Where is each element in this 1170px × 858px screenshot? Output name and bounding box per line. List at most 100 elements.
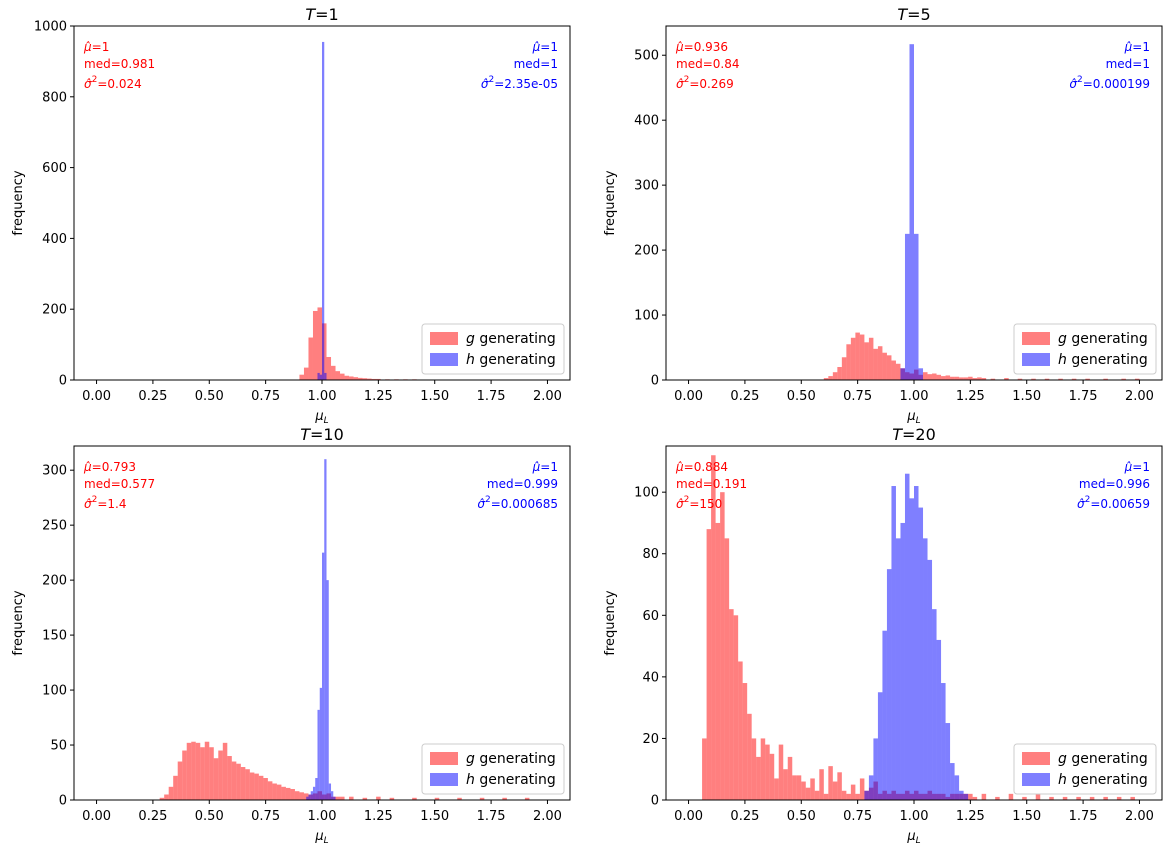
g-bar — [213, 758, 219, 800]
x-tick-label: 0.00 — [82, 809, 111, 824]
h-stats: μ̂=1 med=1 σ̂2=2.35e-05 — [481, 40, 558, 91]
h-stat-variance: σ̂2=0.000685 — [477, 495, 558, 511]
g-bar — [1103, 796, 1108, 800]
g-bar — [290, 789, 295, 800]
legend-label-h: h generating — [1058, 352, 1148, 368]
g-bar — [882, 352, 887, 380]
legend-label-h: h generating — [1058, 772, 1148, 788]
x-tick-label: 2.00 — [1125, 809, 1154, 824]
h-bar — [319, 374, 322, 380]
x-tick-label: 1.00 — [900, 809, 929, 824]
g-bar — [832, 781, 838, 800]
h-bar — [324, 372, 327, 380]
h-bar — [918, 368, 924, 380]
g-bar — [204, 741, 210, 800]
h-stats: μ̂=1 med=0.999 σ̂2=0.000685 — [477, 460, 558, 511]
h-bar — [918, 507, 924, 800]
g-bar — [331, 365, 336, 380]
g-bar — [702, 738, 707, 800]
y-tick-label: 20 — [642, 732, 659, 747]
g-bar — [281, 786, 286, 800]
h-stat-mean: μ̂=1 — [1124, 460, 1150, 474]
g-bar — [376, 378, 381, 380]
g-bar — [367, 378, 372, 380]
g-bar — [340, 373, 345, 380]
h-bar — [317, 372, 320, 380]
x-tick-label: 0.25 — [138, 809, 167, 824]
y-tick-label: 0 — [59, 374, 67, 389]
g-bar — [335, 796, 341, 800]
g-bar — [823, 793, 829, 800]
h-bar — [895, 538, 901, 800]
x-tick-label: 1.00 — [308, 389, 337, 404]
g-stat-variance: σ̂2=1.4 — [84, 495, 126, 511]
g-stat-median: med=0.981 — [84, 57, 155, 71]
g-bar — [299, 374, 304, 380]
g-bar — [801, 781, 806, 800]
panel-title: T=10 — [300, 425, 344, 444]
g-bar — [308, 337, 313, 380]
y-tick-label: 400 — [42, 232, 67, 247]
g-bar — [756, 756, 761, 800]
g-bar — [832, 372, 838, 380]
g-bar — [389, 797, 395, 800]
g-bar — [376, 796, 381, 800]
g-bar — [855, 332, 860, 380]
g-bar — [972, 378, 978, 380]
x-tick-label: 1.75 — [477, 389, 506, 404]
g-bar — [502, 797, 507, 800]
g-bar — [249, 772, 255, 800]
g-bar — [783, 769, 788, 800]
g-bar — [222, 742, 228, 800]
g-stat-variance: σ̂2=0.024 — [84, 75, 142, 91]
h-bar — [923, 538, 928, 800]
g-bar — [868, 337, 874, 380]
y-tick-label: 40 — [642, 670, 659, 685]
h-bar — [877, 692, 883, 800]
g-bar — [326, 356, 332, 380]
g-bar — [981, 793, 987, 800]
x-tick-label: 0.50 — [195, 809, 224, 824]
h-bar — [936, 639, 942, 800]
g-stat-mean: μ̂=0.936 — [675, 40, 728, 54]
h-bar — [317, 709, 320, 800]
h-bar — [882, 630, 887, 800]
h-bar — [909, 498, 914, 800]
g-bar — [787, 756, 793, 800]
g-bar — [850, 337, 856, 380]
bars-group — [299, 41, 417, 380]
g-bar — [774, 778, 779, 800]
x-tick-label: 2.00 — [533, 389, 562, 404]
x-tick-label: 0.75 — [843, 389, 872, 404]
y-axis-label: frequency — [11, 590, 26, 656]
g-stats: μ̂=1 med=0.981 σ̂2=0.024 — [83, 40, 155, 91]
g-bar — [968, 376, 973, 380]
h-bar — [941, 683, 946, 800]
g-bar — [358, 377, 363, 380]
h-stat-mean: μ̂=1 — [532, 460, 558, 474]
g-bar — [778, 744, 784, 800]
h-bar — [959, 790, 964, 800]
legend-swatch-h — [1022, 773, 1050, 786]
x-axis-label: μL — [906, 409, 920, 426]
legend-swatch-h — [430, 773, 458, 786]
h-stat-median: med=0.999 — [487, 477, 558, 491]
legend-swatch-g — [430, 752, 458, 765]
y-axis-label: frequency — [603, 590, 618, 656]
g-stat-mean: μ̂=1 — [83, 40, 109, 54]
g-bar — [720, 492, 725, 800]
g-bar — [182, 750, 187, 800]
legend-swatch-g — [1022, 332, 1050, 345]
g-bar — [936, 374, 942, 380]
g-bar — [733, 615, 739, 800]
y-tick-label: 400 — [634, 114, 659, 129]
chart-panel-2: 0.00 0.25 0.50 0.75 1.00 1.25 1.50 1.75 2.00 0 100… — [603, 5, 1163, 426]
h-bar — [315, 778, 318, 800]
g-bar — [200, 747, 205, 800]
y-tick-label: 150 — [42, 629, 67, 644]
y-tick-label: 80 — [642, 547, 659, 562]
h-bar — [319, 687, 322, 800]
g-bar — [1134, 378, 1140, 380]
g-bar — [977, 377, 982, 380]
g-bar — [258, 775, 264, 800]
